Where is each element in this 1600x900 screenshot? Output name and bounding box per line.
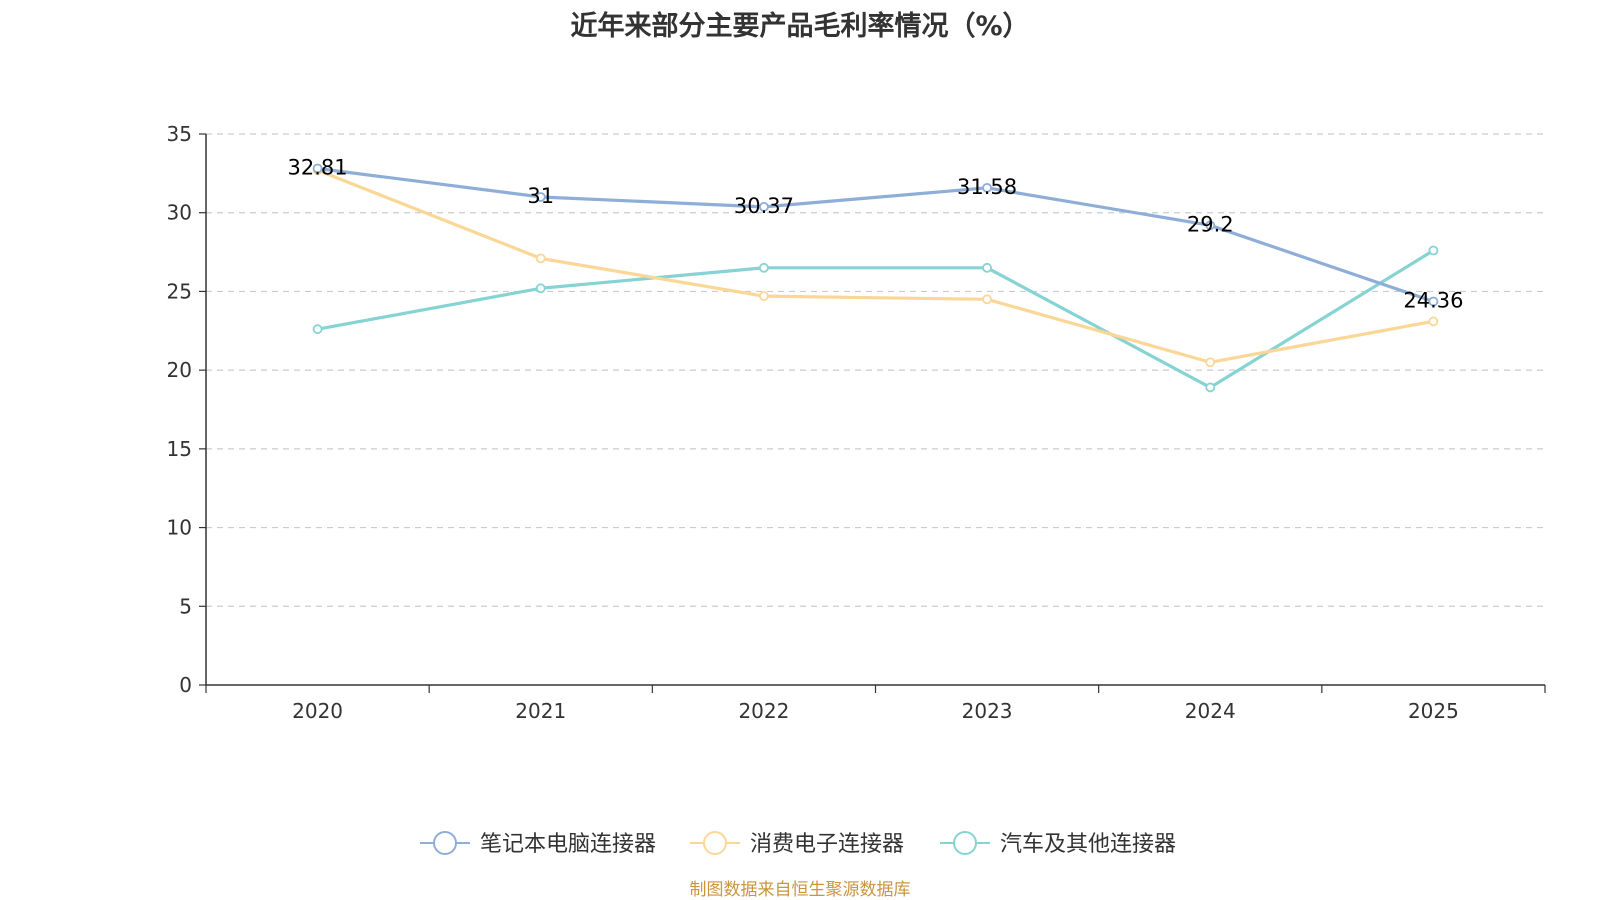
legend-label: 消费电子连接器 [750,832,904,857]
source-note: 制图数据来自恒生聚源数据库 [689,880,911,900]
x-tick-label: 2025 [1408,699,1459,723]
x-tick-label: 2023 [962,699,1013,723]
data-point [312,163,323,174]
y-tick-label: 30 [167,201,192,225]
data-label: 29.2 [1187,212,1234,236]
data-label: 31 [527,184,554,208]
data-point [1428,245,1439,256]
y-tick-label: 35 [167,122,192,146]
x-tick-label: 2024 [1185,699,1236,723]
data-point [982,262,992,273]
legend-marker [433,831,457,855]
data-point [1205,357,1216,368]
y-tick-label: 15 [167,437,192,461]
y-tick-label: 5 [179,594,192,618]
x-tick-label: 2020 [292,699,343,723]
y-tick-label: 20 [167,358,192,382]
legend-item: 笔记本电脑连接器 [420,831,656,857]
data-point [1205,382,1216,393]
x-tick-label: 2021 [515,699,566,723]
legend-item: 消费电子连接器 [690,831,904,857]
legend-marker [703,831,727,855]
series-line [317,249,1435,390]
y-tick-label: 10 [167,516,192,540]
data-point [312,324,323,335]
legend-label: 汽车及其他连接器 [1000,832,1176,857]
data-point [982,294,992,305]
y-tick-label: 0 [179,673,192,697]
data-label: 31.58 [957,175,1017,199]
data-point [759,201,769,212]
legend-marker [953,831,977,855]
data-point [1205,220,1216,231]
data-point [1428,316,1439,327]
x-tick-label: 2022 [738,699,789,723]
legend: 笔记本电脑连接器 消费电子连接器 汽车及其他连接器 [420,831,1176,857]
data-point [1428,296,1439,307]
data-point [535,253,546,264]
data-point [759,291,769,302]
data-label: 32.81 [288,155,348,179]
series-line [316,168,1434,364]
data-point [535,192,546,202]
data-label: 30.37 [734,194,794,218]
series-line [317,166,1434,304]
y-tick-label: 25 [167,279,192,303]
series-lines [312,163,1439,393]
legend-label: 笔记本电脑连接器 [480,832,656,857]
data-label: 24.36 [1403,289,1463,313]
data-point [982,182,992,193]
data-labels: 32.81 31 30.37 31.58 29.2 24.36 [288,155,1464,312]
data-point [759,262,769,273]
chart-title: 近年来部分主要产品毛利率情况（%） [570,11,1030,42]
data-point [535,283,546,294]
legend-item: 汽车及其他连接器 [940,831,1176,857]
